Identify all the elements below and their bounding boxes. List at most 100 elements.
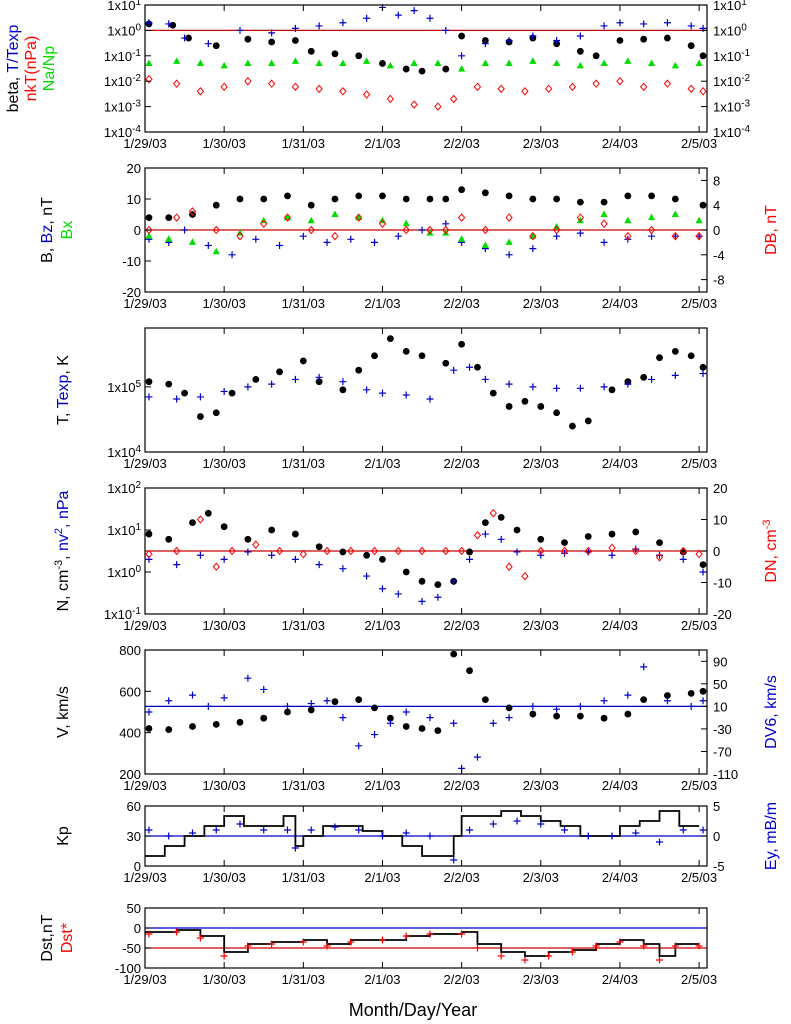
y-tick-label-left: 600 <box>119 684 141 699</box>
data-point <box>371 238 379 246</box>
data-point <box>442 546 450 556</box>
data-point <box>331 210 339 217</box>
data-point <box>212 409 220 417</box>
data-point <box>165 697 173 705</box>
x-tick-label: 2/4/03 <box>602 618 638 633</box>
data-point <box>434 593 442 601</box>
x-tick-label: 1/29/03 <box>123 870 166 885</box>
data-point <box>173 395 181 403</box>
data-point <box>521 571 529 581</box>
y-tick-label-right: 90 <box>713 654 727 669</box>
y-tick-label-left: -100 <box>115 961 141 976</box>
x-tick-label: 1/29/03 <box>123 618 166 633</box>
data-point <box>647 213 656 221</box>
y-tick-label-left: 0 <box>134 859 141 874</box>
data-point <box>505 704 513 712</box>
data-point <box>283 213 292 222</box>
data-point <box>608 543 616 553</box>
data-point <box>695 942 703 950</box>
x-tick-label: 1/29/03 <box>123 456 166 471</box>
data-point <box>212 247 220 255</box>
y-tick-label-left: 1x10-4 <box>104 124 142 140</box>
data-point <box>699 561 707 569</box>
data-point <box>576 32 584 40</box>
data-point <box>529 32 537 40</box>
data-point <box>458 340 466 348</box>
data-point <box>656 539 663 547</box>
data-point <box>600 210 608 217</box>
data-point <box>695 59 703 66</box>
data-point <box>442 359 450 367</box>
data-point <box>188 691 196 699</box>
data-point <box>173 561 181 569</box>
panel-beta: 1/29/03 1/30/03 1/31/03 2/1/03 2/2/03 2/3/03 2… <box>104 0 751 151</box>
x-tick-label: 2/4/03 <box>602 870 638 885</box>
data-point <box>188 207 197 216</box>
data-point <box>267 79 276 88</box>
y-axis-label-2: Bx <box>59 221 76 240</box>
data-point <box>679 555 687 563</box>
data-point <box>616 37 624 44</box>
y-tick-label-right: -10 <box>713 576 732 591</box>
data-point <box>165 20 173 28</box>
data-point <box>584 533 592 540</box>
data-point <box>165 832 173 840</box>
data-point <box>616 19 624 27</box>
data-point <box>228 546 236 556</box>
data-point <box>497 952 505 960</box>
data-point <box>489 820 497 828</box>
data-point <box>402 568 410 576</box>
data-point <box>426 832 434 840</box>
data-point <box>371 352 378 360</box>
y-tick-label-left: 1x102 <box>107 480 141 496</box>
data-point <box>687 702 695 710</box>
x-tick-label: 2/1/03 <box>364 972 400 987</box>
y-tick-label-right: 1x10-4 <box>713 124 751 140</box>
data-point <box>355 742 363 750</box>
data-point <box>671 942 679 950</box>
data-point <box>481 189 489 197</box>
data-point <box>379 60 386 67</box>
data-point <box>466 555 474 563</box>
panel-dst: 1/29/03 1/30/03 1/31/03 2/1/03 2/2/03 2/3/03 2… <box>115 901 717 987</box>
data-point <box>592 79 600 88</box>
data-point <box>505 562 513 572</box>
data-point <box>268 59 276 66</box>
data-point <box>196 515 205 524</box>
x-tick-label: 1/31/03 <box>282 972 325 987</box>
data-point <box>386 719 394 727</box>
data-point <box>188 829 196 837</box>
x-tick-label: 1/31/03 <box>282 778 325 793</box>
data-point <box>537 403 545 410</box>
x-tick-label: 1/31/03 <box>282 618 325 633</box>
data-point <box>363 572 371 580</box>
data-point <box>220 82 228 92</box>
plot-frame <box>144 907 708 969</box>
data-point <box>458 65 466 72</box>
data-point <box>576 213 585 222</box>
data-point <box>418 352 426 360</box>
data-point <box>481 530 489 538</box>
data-point <box>378 219 387 229</box>
data-point <box>363 551 371 559</box>
data-point <box>699 87 707 96</box>
data-point <box>418 67 426 75</box>
x-tick-label: 2/5/03 <box>681 456 717 471</box>
x-tick-label: 2/3/03 <box>523 870 559 885</box>
data-point <box>600 383 608 391</box>
y-tick-label-left: 800 <box>119 643 141 658</box>
data-point <box>291 24 299 32</box>
y-tick-label-right: 1x100 <box>713 22 747 38</box>
y-tick-label-left: 20 <box>127 161 141 176</box>
data-point <box>307 216 315 224</box>
x-tick-label: 1/29/03 <box>123 136 166 151</box>
data-point <box>220 952 228 960</box>
data-point <box>529 383 537 391</box>
y-tick-label-right: -110 <box>713 767 738 782</box>
data-point <box>323 697 331 705</box>
x-tick-label: 2/3/03 <box>523 136 559 151</box>
y-axis-label: Kp <box>55 826 72 846</box>
data-point <box>339 565 347 573</box>
data-point <box>378 936 386 944</box>
y-axis-label-right: DN, cm-3 <box>761 519 780 582</box>
